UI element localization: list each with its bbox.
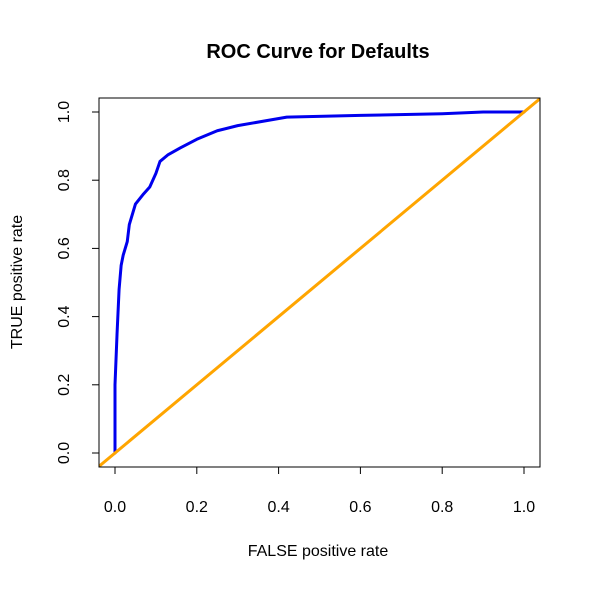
y-axis-label: TRUE positive rate bbox=[9, 215, 26, 349]
plot-area: 0.0 0.2 0.4 0.6 0.8 1.0 0.0 0.2 0.4 0.6 0.8 1.0 bbox=[56, 97, 541, 516]
y-tick-label: 0.2 bbox=[56, 374, 73, 396]
roc-curve-line bbox=[113, 110, 526, 455]
x-axis-label: FALSE positive rate bbox=[248, 543, 389, 560]
y-tick-label: 0.4 bbox=[56, 305, 73, 327]
x-tick-label: 1.0 bbox=[513, 499, 535, 516]
x-tick-label: 0.0 bbox=[104, 499, 126, 516]
x-tick-label: 0.4 bbox=[267, 499, 289, 516]
y-tick-label: 0.0 bbox=[56, 442, 73, 464]
y-tick-label: 0.8 bbox=[56, 169, 73, 191]
y-axis: 0.0 0.2 0.4 0.6 0.8 1.0 bbox=[56, 101, 100, 464]
x-tick-label: 0.2 bbox=[186, 499, 208, 516]
x-axis: 0.0 0.2 0.4 0.6 0.8 1.0 bbox=[104, 466, 535, 516]
x-tick-label: 0.6 bbox=[349, 499, 371, 516]
x-tick-label: 0.8 bbox=[431, 499, 453, 516]
chart-title: ROC Curve for Defaults bbox=[206, 41, 429, 63]
series-group bbox=[99, 98, 540, 467]
y-tick-label: 0.6 bbox=[56, 237, 73, 259]
diagonal-reference-line bbox=[99, 98, 540, 467]
y-tick-label: 1.0 bbox=[56, 101, 73, 123]
